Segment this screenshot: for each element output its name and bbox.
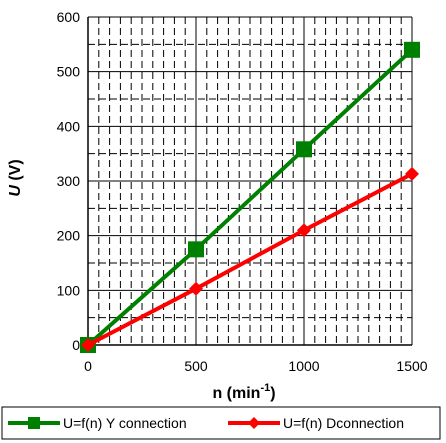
grid	[88, 16, 413, 346]
tick-labels: 0 500 1000 1500 0 100 200 300 400 500 600	[57, 9, 428, 374]
y-tick-label: 600	[57, 9, 81, 25]
legend-box	[1, 406, 441, 440]
y-tick-label: 100	[57, 282, 81, 298]
x-tick-label: 1500	[396, 358, 427, 374]
data-point-square	[404, 41, 420, 58]
y-tick-label: 0	[72, 337, 80, 353]
x-tick-label: 0	[84, 358, 92, 374]
y-axis-title-symbol: U	[7, 185, 24, 197]
legend-swatch-diamond	[248, 417, 260, 429]
data-point-square	[296, 141, 312, 158]
y-tick-label: 400	[57, 118, 81, 134]
x-axis-title-main: n (min	[212, 385, 260, 402]
legend: U=f(n) Y connection U=f(n) Dconnection	[1, 406, 441, 440]
x-axis-title: n (min-1)	[212, 382, 275, 402]
axes	[87, 17, 412, 346]
legend-label: U=f(n) Y connection	[63, 415, 187, 431]
x-tick-label: 500	[184, 358, 208, 374]
y-axis-title: U (V)	[7, 159, 24, 196]
y-tick-label: 500	[57, 64, 81, 80]
y-tick-label: 200	[57, 228, 81, 244]
data-point-diamond	[297, 223, 311, 238]
x-tick-label: 1000	[288, 358, 319, 374]
y-tick-label: 300	[57, 173, 81, 189]
series-line-1	[86, 48, 414, 347]
x-axis-title-superscript: -1	[260, 382, 270, 394]
data-point-diamond	[189, 281, 203, 296]
data-point-diamond	[405, 166, 419, 181]
legend-swatch-square	[28, 417, 40, 429]
data-point-square	[188, 241, 204, 258]
series-group	[80, 41, 420, 353]
series-line-2	[87, 172, 413, 347]
legend-label: U=f(n) Dconnection	[283, 415, 404, 431]
data-point-diamond	[81, 338, 95, 352]
x-axis-title-close: )	[270, 385, 275, 402]
y-axis-title-unit: (V)	[7, 159, 24, 185]
